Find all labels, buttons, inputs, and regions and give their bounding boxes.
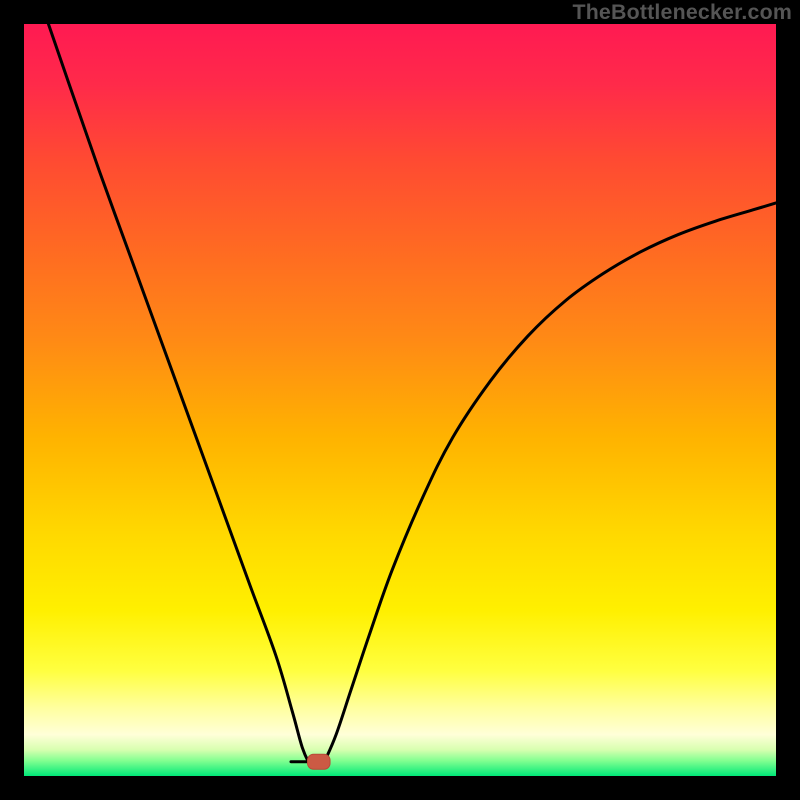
watermark-text: TheBottlenecker.com [572,0,792,25]
chart-svg [0,0,800,800]
chart-background-gradient [24,24,776,776]
bottleneck-chart: TheBottlenecker.com [0,0,800,800]
optimum-marker [308,754,331,769]
